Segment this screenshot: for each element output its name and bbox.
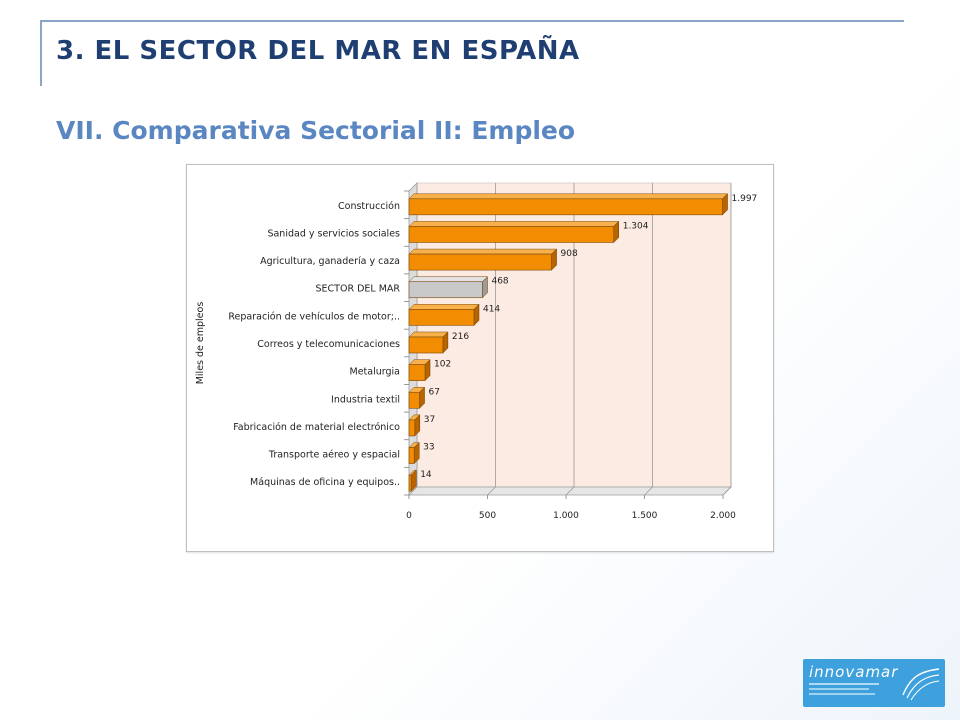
logo-caption-line — [809, 688, 869, 690]
category-label: Construcción — [338, 201, 400, 212]
bar-front-face — [408, 391, 420, 409]
data-label: 37 — [424, 415, 435, 425]
bar — [408, 469, 417, 492]
bar — [408, 193, 729, 216]
bar-top-face — [408, 276, 489, 282]
category-label: Máquinas de oficina y equipos.. — [250, 477, 400, 488]
data-label: 908 — [561, 249, 578, 259]
x-gridline-floor — [487, 486, 496, 496]
category-label: Sanidad y servicios sociales — [267, 228, 400, 239]
wave-icon — [902, 668, 940, 701]
bar — [408, 414, 421, 437]
category-label: Transporte aéreo y espacial — [268, 450, 400, 461]
bar — [408, 386, 426, 409]
bar-front-face — [408, 419, 416, 437]
bar — [408, 331, 449, 354]
bar-front-face — [408, 198, 723, 216]
logo-caption-line — [809, 693, 875, 695]
data-label: 216 — [452, 332, 469, 342]
data-label: 67 — [429, 387, 440, 397]
x-gridline-floor — [565, 486, 575, 496]
logo-caption-line — [809, 683, 879, 685]
category-label: Fabricación de material electrónico — [233, 422, 400, 433]
bar-front-face — [408, 309, 475, 326]
data-label: 14 — [420, 470, 432, 480]
x-tick-label: 1.500 — [632, 511, 658, 521]
header-top-rule — [40, 20, 904, 22]
bar-front-face — [408, 253, 552, 271]
bar-front-face — [408, 336, 444, 354]
category-label: Agricultura, ganadería y caza — [260, 256, 400, 267]
category-label: Reparación de vehículos de motor;.. — [228, 311, 400, 322]
page-title: 3. EL SECTOR DEL MAR EN ESPAÑA — [56, 36, 580, 66]
x-tick-label: 2.000 — [710, 511, 736, 521]
bar-front-face — [408, 281, 483, 299]
bar — [408, 303, 480, 326]
category-label: SECTOR DEL MAR — [316, 284, 401, 295]
bar — [408, 220, 620, 244]
x-gridline-floor — [644, 486, 653, 496]
employment-bar-chart: 0 500 1.000 1.500 2.000 1.997 Construcción 1.30… — [195, 182, 758, 521]
bar-top-face — [408, 221, 620, 227]
bar — [408, 441, 420, 465]
bar-top-face — [408, 248, 558, 255]
y-axis-title: Miles de empleos — [195, 302, 206, 385]
x-tick-label: 500 — [479, 511, 496, 521]
bar — [408, 359, 431, 382]
bar-front-face — [408, 226, 615, 243]
bar-top-face — [408, 193, 729, 200]
data-label: 1.997 — [732, 194, 758, 204]
data-label: 1.304 — [623, 221, 649, 231]
x-tick-label: 0 — [406, 511, 412, 521]
data-label: 468 — [491, 277, 508, 287]
logo-text: innovamar — [809, 663, 899, 681]
category-label: Correos y telecomunicaciones — [257, 339, 400, 350]
x-gridline-floor — [722, 486, 732, 496]
header-left-rule — [40, 20, 42, 86]
data-label: 414 — [483, 304, 500, 314]
bar-front-face — [408, 364, 426, 381]
category-label: Metalurgia — [350, 367, 400, 378]
bar-front-face — [408, 474, 412, 492]
x-tick-label: 1.000 — [553, 511, 579, 521]
bar — [408, 248, 558, 271]
innovamar-logo: innovamar — [803, 659, 945, 707]
bar-top-face — [408, 304, 480, 310]
data-label: 102 — [434, 360, 451, 370]
category-label: Industria textil — [331, 394, 400, 405]
page-subtitle: VII. Comparativa Sectorial II: Empleo — [56, 116, 576, 145]
chart-frame: 0 500 1.000 1.500 2.000 1.997 Construcción 1.30… — [186, 164, 774, 552]
data-label: 33 — [423, 443, 434, 453]
bar-top-face — [408, 331, 449, 338]
bar-front-face — [408, 447, 415, 464]
bar — [408, 276, 489, 299]
